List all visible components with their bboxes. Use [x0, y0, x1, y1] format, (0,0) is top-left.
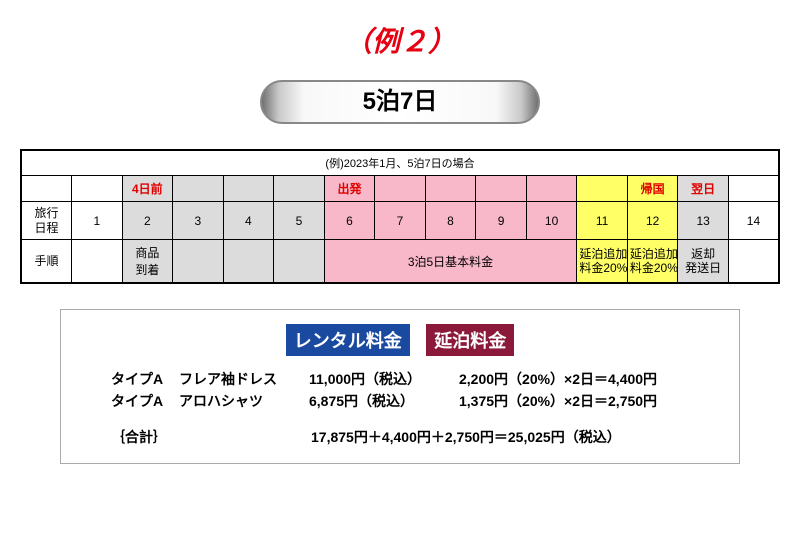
- day-cell: 5: [274, 202, 325, 240]
- fee-base-price: 11,000円（税込）: [309, 368, 459, 390]
- table-caption: (例)2023年1月、5泊7日の場合: [21, 150, 779, 176]
- day-cell: 13: [678, 202, 729, 240]
- step-cell: [173, 240, 224, 284]
- header-cell: [375, 176, 426, 202]
- step-cell: 商品 到着: [122, 240, 173, 284]
- schedule-table: (例)2023年1月、5泊7日の場合 4日前出発帰国翌日 旅行 日程 12345…: [20, 149, 780, 284]
- step-cell: 返却 発送日: [678, 240, 729, 284]
- header-cell: [425, 176, 476, 202]
- header-cell: 帰国: [627, 176, 678, 202]
- day-cell: 3: [173, 202, 224, 240]
- header-cell: [72, 176, 123, 202]
- fee-line: タイプAフレア袖ドレス11,000円（税込）2,200円（20%）×2日＝4,4…: [111, 368, 719, 390]
- total-value: 17,875円＋4,400円＋2,750円＝25,025円（税込）: [311, 427, 621, 447]
- total-label: ｛合計｝: [111, 427, 311, 447]
- row2-label: 手順: [21, 240, 72, 284]
- step-cell: [728, 240, 779, 284]
- header-cell: [274, 176, 325, 202]
- day-cell: 8: [425, 202, 476, 240]
- fee-extension-calc: 1,375円（20%）×2日＝2,750円: [459, 390, 719, 412]
- pill-container: 5泊7日: [20, 80, 780, 124]
- fee-box: レンタル料金 延泊料金 タイプAフレア袖ドレス11,000円（税込）2,200円…: [60, 309, 740, 464]
- fee-item-name: アロハシャツ: [179, 390, 309, 412]
- fee-extension-calc: 2,200円（20%）×2日＝4,400円: [459, 368, 719, 390]
- day-cell: 12: [627, 202, 678, 240]
- example-title: （例２）: [20, 20, 780, 60]
- fee-base-price: 6,875円（税込）: [309, 390, 459, 412]
- fee-lines: タイプAフレア袖ドレス11,000円（税込）2,200円（20%）×2日＝4,4…: [111, 368, 719, 413]
- fee-headers: レンタル料金 延泊料金: [81, 324, 719, 356]
- step-cell: 3泊5日基本料金: [324, 240, 577, 284]
- header-cell: [476, 176, 527, 202]
- day-cell: 11: [577, 202, 628, 240]
- step-cell: 延泊追加 料金20%: [627, 240, 678, 284]
- day-cell: 4: [223, 202, 274, 240]
- header-cell: 翌日: [678, 176, 729, 202]
- step-cell: 延泊追加 料金20%: [577, 240, 628, 284]
- day-cell: 9: [476, 202, 527, 240]
- total-line: ｛合計｝ 17,875円＋4,400円＋2,750円＝25,025円（税込）: [111, 427, 719, 447]
- header-cell: [526, 176, 577, 202]
- step-cell: [274, 240, 325, 284]
- extension-fee-badge: 延泊料金: [426, 324, 514, 356]
- fee-item-name: フレア袖ドレス: [179, 368, 309, 390]
- header-cell: [173, 176, 224, 202]
- header-cell: [728, 176, 779, 202]
- day-cell: 7: [375, 202, 426, 240]
- header-cell: 4日前: [122, 176, 173, 202]
- day-cell: 14: [728, 202, 779, 240]
- day-cell: 1: [72, 202, 123, 240]
- fee-type: タイプA: [111, 368, 179, 390]
- day-cell: 10: [526, 202, 577, 240]
- header-blank: [21, 176, 72, 202]
- header-cell: [577, 176, 628, 202]
- fee-line: タイプAアロハシャツ6,875円（税込）1,375円（20%）×2日＝2,750…: [111, 390, 719, 412]
- header-cell: 出発: [324, 176, 375, 202]
- day-cell: 6: [324, 202, 375, 240]
- header-cell: [223, 176, 274, 202]
- step-cell: [223, 240, 274, 284]
- row1-label: 旅行 日程: [21, 202, 72, 240]
- rental-fee-badge: レンタル料金: [286, 324, 410, 356]
- day-cell: 2: [122, 202, 173, 240]
- step-cell: [72, 240, 123, 284]
- duration-pill: 5泊7日: [260, 80, 540, 124]
- fee-type: タイプA: [111, 390, 179, 412]
